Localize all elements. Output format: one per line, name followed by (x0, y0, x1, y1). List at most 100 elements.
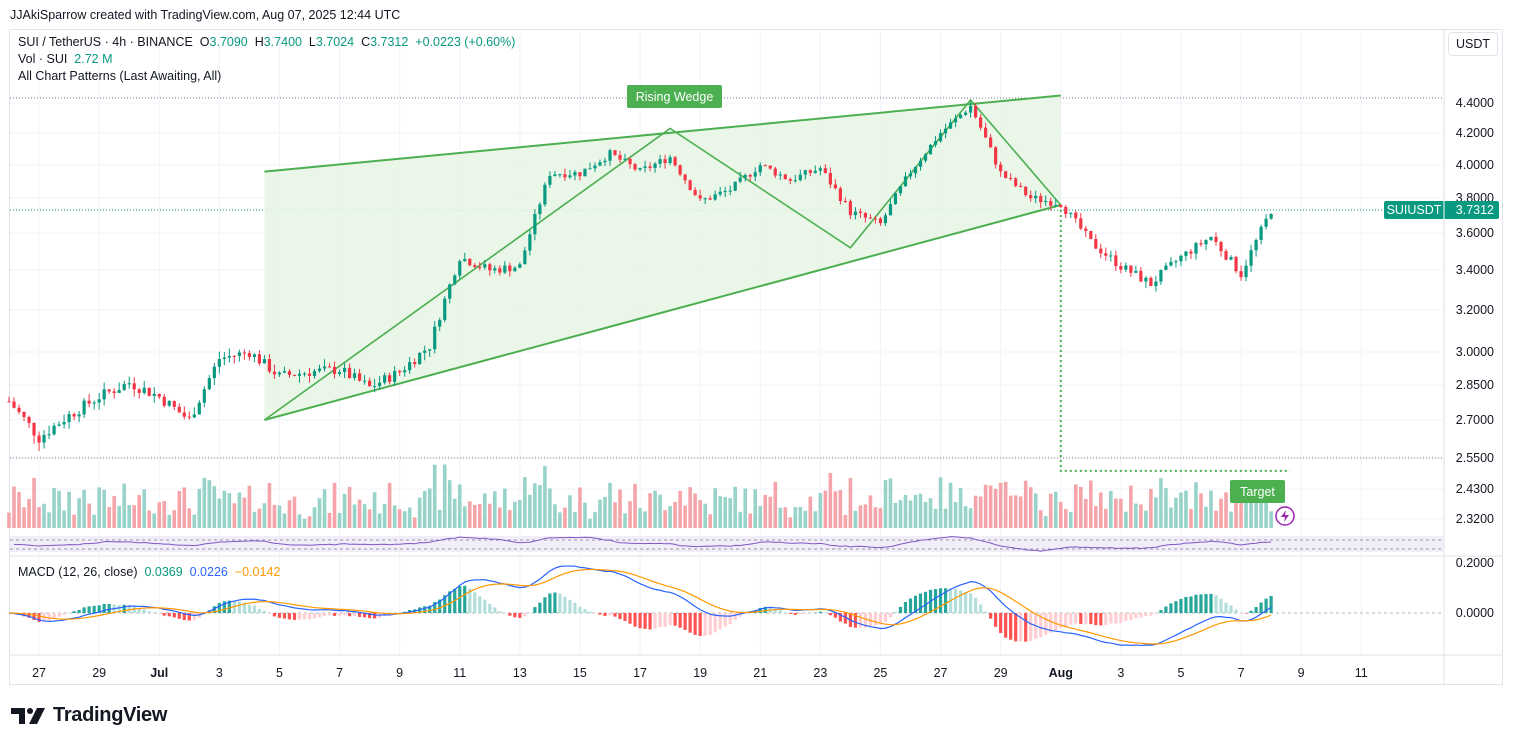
candle-body (1024, 186, 1028, 196)
candle-body (808, 170, 812, 173)
macd-histogram-bar (1189, 596, 1193, 613)
candle-body (933, 141, 938, 145)
macd-histogram-bar (1234, 609, 1238, 613)
x-tick-label: 9 (1298, 666, 1305, 680)
candle-body (793, 180, 797, 182)
axis-layer: 4.40004.20004.00003.80003.60003.40003.20… (10, 30, 1503, 685)
candle-body (588, 168, 592, 170)
macd-histogram-bar (152, 612, 156, 613)
macd-histogram-bar (989, 613, 993, 619)
candle-body (277, 372, 282, 375)
macd-histogram-bar (1029, 613, 1033, 642)
volume-bar (1099, 492, 1103, 528)
candle-body (598, 162, 602, 166)
macd-histogram-bar (974, 597, 978, 613)
macd-histogram-bar (938, 588, 943, 613)
candle-body (398, 370, 402, 373)
candle-body (1129, 265, 1133, 273)
volume-bar (77, 498, 81, 528)
macd-histogram-bar (443, 595, 447, 613)
x-tick-label: 19 (693, 666, 707, 680)
volume-bar (1073, 484, 1078, 528)
chart-byline: JJAkiSparrow created with TradingView.co… (10, 8, 401, 22)
volume-bar (97, 487, 101, 528)
volume-bar (1028, 487, 1033, 528)
volume-bar (1254, 491, 1258, 528)
candle-body (197, 402, 201, 415)
volume-bar (488, 503, 492, 528)
macd-histogram-bar (1014, 613, 1018, 642)
volume-bar (548, 488, 552, 528)
macd-histogram-bar (1269, 595, 1273, 613)
macd-histogram-bar (818, 611, 822, 613)
volume-bar (673, 501, 677, 528)
candle-body (923, 154, 928, 161)
volume-bar (327, 513, 332, 528)
volume-bar (798, 507, 803, 528)
macd-histogram-bar (513, 613, 517, 618)
volume-bar (167, 514, 172, 528)
volume-bar (137, 495, 142, 528)
y-tick-label: 2.7000 (1456, 413, 1494, 427)
volume-bar (52, 488, 56, 528)
macd-histogram-bar (267, 613, 272, 614)
volume-bar (482, 493, 487, 528)
macd-histogram-bar (167, 613, 171, 617)
macd-histogram-bar (172, 613, 176, 618)
volume-bar (72, 514, 76, 528)
macd-histogram-bar (242, 602, 246, 613)
patterns-label: All Chart Patterns (Last Awaiting, All) (18, 69, 222, 83)
candle-body (1019, 185, 1023, 187)
volume-bar (913, 494, 918, 528)
tradingview-logo-icon (11, 707, 45, 724)
volume-bar (397, 509, 402, 528)
macd-histogram-bar (813, 612, 817, 613)
volume-bar (793, 507, 798, 528)
candle-body (523, 250, 527, 265)
macd-histogram-bar (1069, 613, 1073, 625)
candle-body (322, 366, 327, 369)
volume-bar (788, 517, 793, 528)
volume-bar (467, 501, 472, 528)
candle-body (142, 387, 146, 393)
macd-histogram-bar (373, 613, 377, 619)
macd-histogram-bar (843, 613, 847, 624)
volume-bar (658, 494, 662, 528)
candle-body (1179, 255, 1183, 262)
candle-body (738, 177, 742, 182)
y-tick-label: 4.4000 (1456, 96, 1494, 110)
currency-button[interactable]: USDT (1448, 32, 1498, 56)
high-value: 3.7400 (263, 35, 302, 49)
candle-body (7, 401, 11, 403)
volume-bar (1194, 482, 1198, 528)
candle-body (1154, 281, 1158, 287)
macd-histogram-bar (423, 606, 427, 613)
candle-body (1109, 255, 1113, 257)
candle-body (883, 215, 888, 224)
candle-body (833, 184, 837, 189)
candle-body (568, 175, 572, 178)
volume-bar (1058, 501, 1063, 528)
candle-body (347, 367, 352, 378)
candle-body (1054, 205, 1058, 207)
volume-bar (212, 486, 217, 528)
candle-body (763, 165, 767, 167)
volume-bar (152, 513, 157, 528)
volume-bar (1199, 493, 1203, 528)
macd-histogram-bar (1184, 596, 1188, 613)
x-tick-label: 27 (32, 666, 46, 680)
candle-body (157, 393, 161, 397)
candle-body (618, 155, 622, 160)
macd-histogram-bar (883, 613, 888, 622)
macd-histogram-bar (1229, 605, 1233, 613)
candle-body (984, 127, 988, 138)
candle-body (132, 383, 136, 390)
macd-histogram-bar (778, 610, 782, 613)
candle-body (1029, 195, 1033, 199)
candle-body (1194, 243, 1198, 254)
volume-bar (933, 508, 938, 528)
volume-bar (1023, 480, 1028, 528)
candle-body (853, 211, 858, 216)
volume-bar (1124, 511, 1128, 528)
